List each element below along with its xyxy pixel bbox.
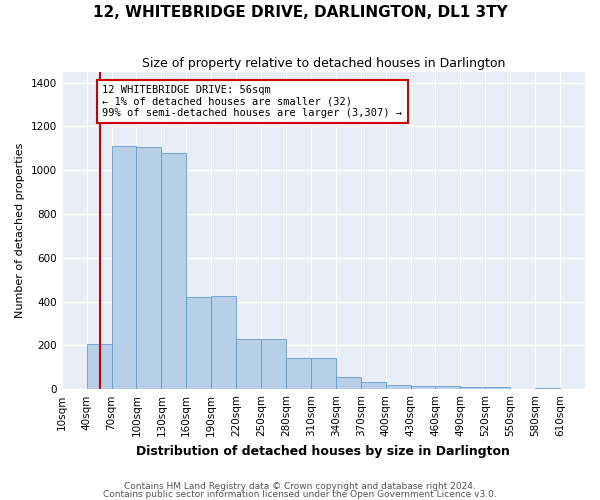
Bar [535,388,560,390]
Bar [386,385,410,390]
Bar [460,387,485,390]
Bar [186,298,211,390]
Bar [211,296,236,390]
Bar [86,344,112,390]
Bar [161,152,186,390]
Bar [112,146,136,390]
Bar [286,358,311,390]
X-axis label: Distribution of detached houses by size in Darlington: Distribution of detached houses by size … [136,444,510,458]
Bar [410,386,436,390]
Bar [436,386,460,390]
Text: 12 WHITEBRIDGE DRIVE: 56sqm
← 1% of detached houses are smaller (32)
99% of semi: 12 WHITEBRIDGE DRIVE: 56sqm ← 1% of deta… [103,85,403,118]
Bar [311,358,336,390]
Bar [361,382,386,390]
Bar [485,387,510,390]
Text: Contains public sector information licensed under the Open Government Licence v3: Contains public sector information licen… [103,490,497,499]
Text: 12, WHITEBRIDGE DRIVE, DARLINGTON, DL1 3TY: 12, WHITEBRIDGE DRIVE, DARLINGTON, DL1 3… [92,5,508,20]
Bar [236,339,261,390]
Bar [136,147,161,390]
Title: Size of property relative to detached houses in Darlington: Size of property relative to detached ho… [142,58,505,70]
Y-axis label: Number of detached properties: Number of detached properties [15,143,25,318]
Bar [336,378,361,390]
Bar [261,339,286,390]
Text: Contains HM Land Registry data © Crown copyright and database right 2024.: Contains HM Land Registry data © Crown c… [124,482,476,491]
